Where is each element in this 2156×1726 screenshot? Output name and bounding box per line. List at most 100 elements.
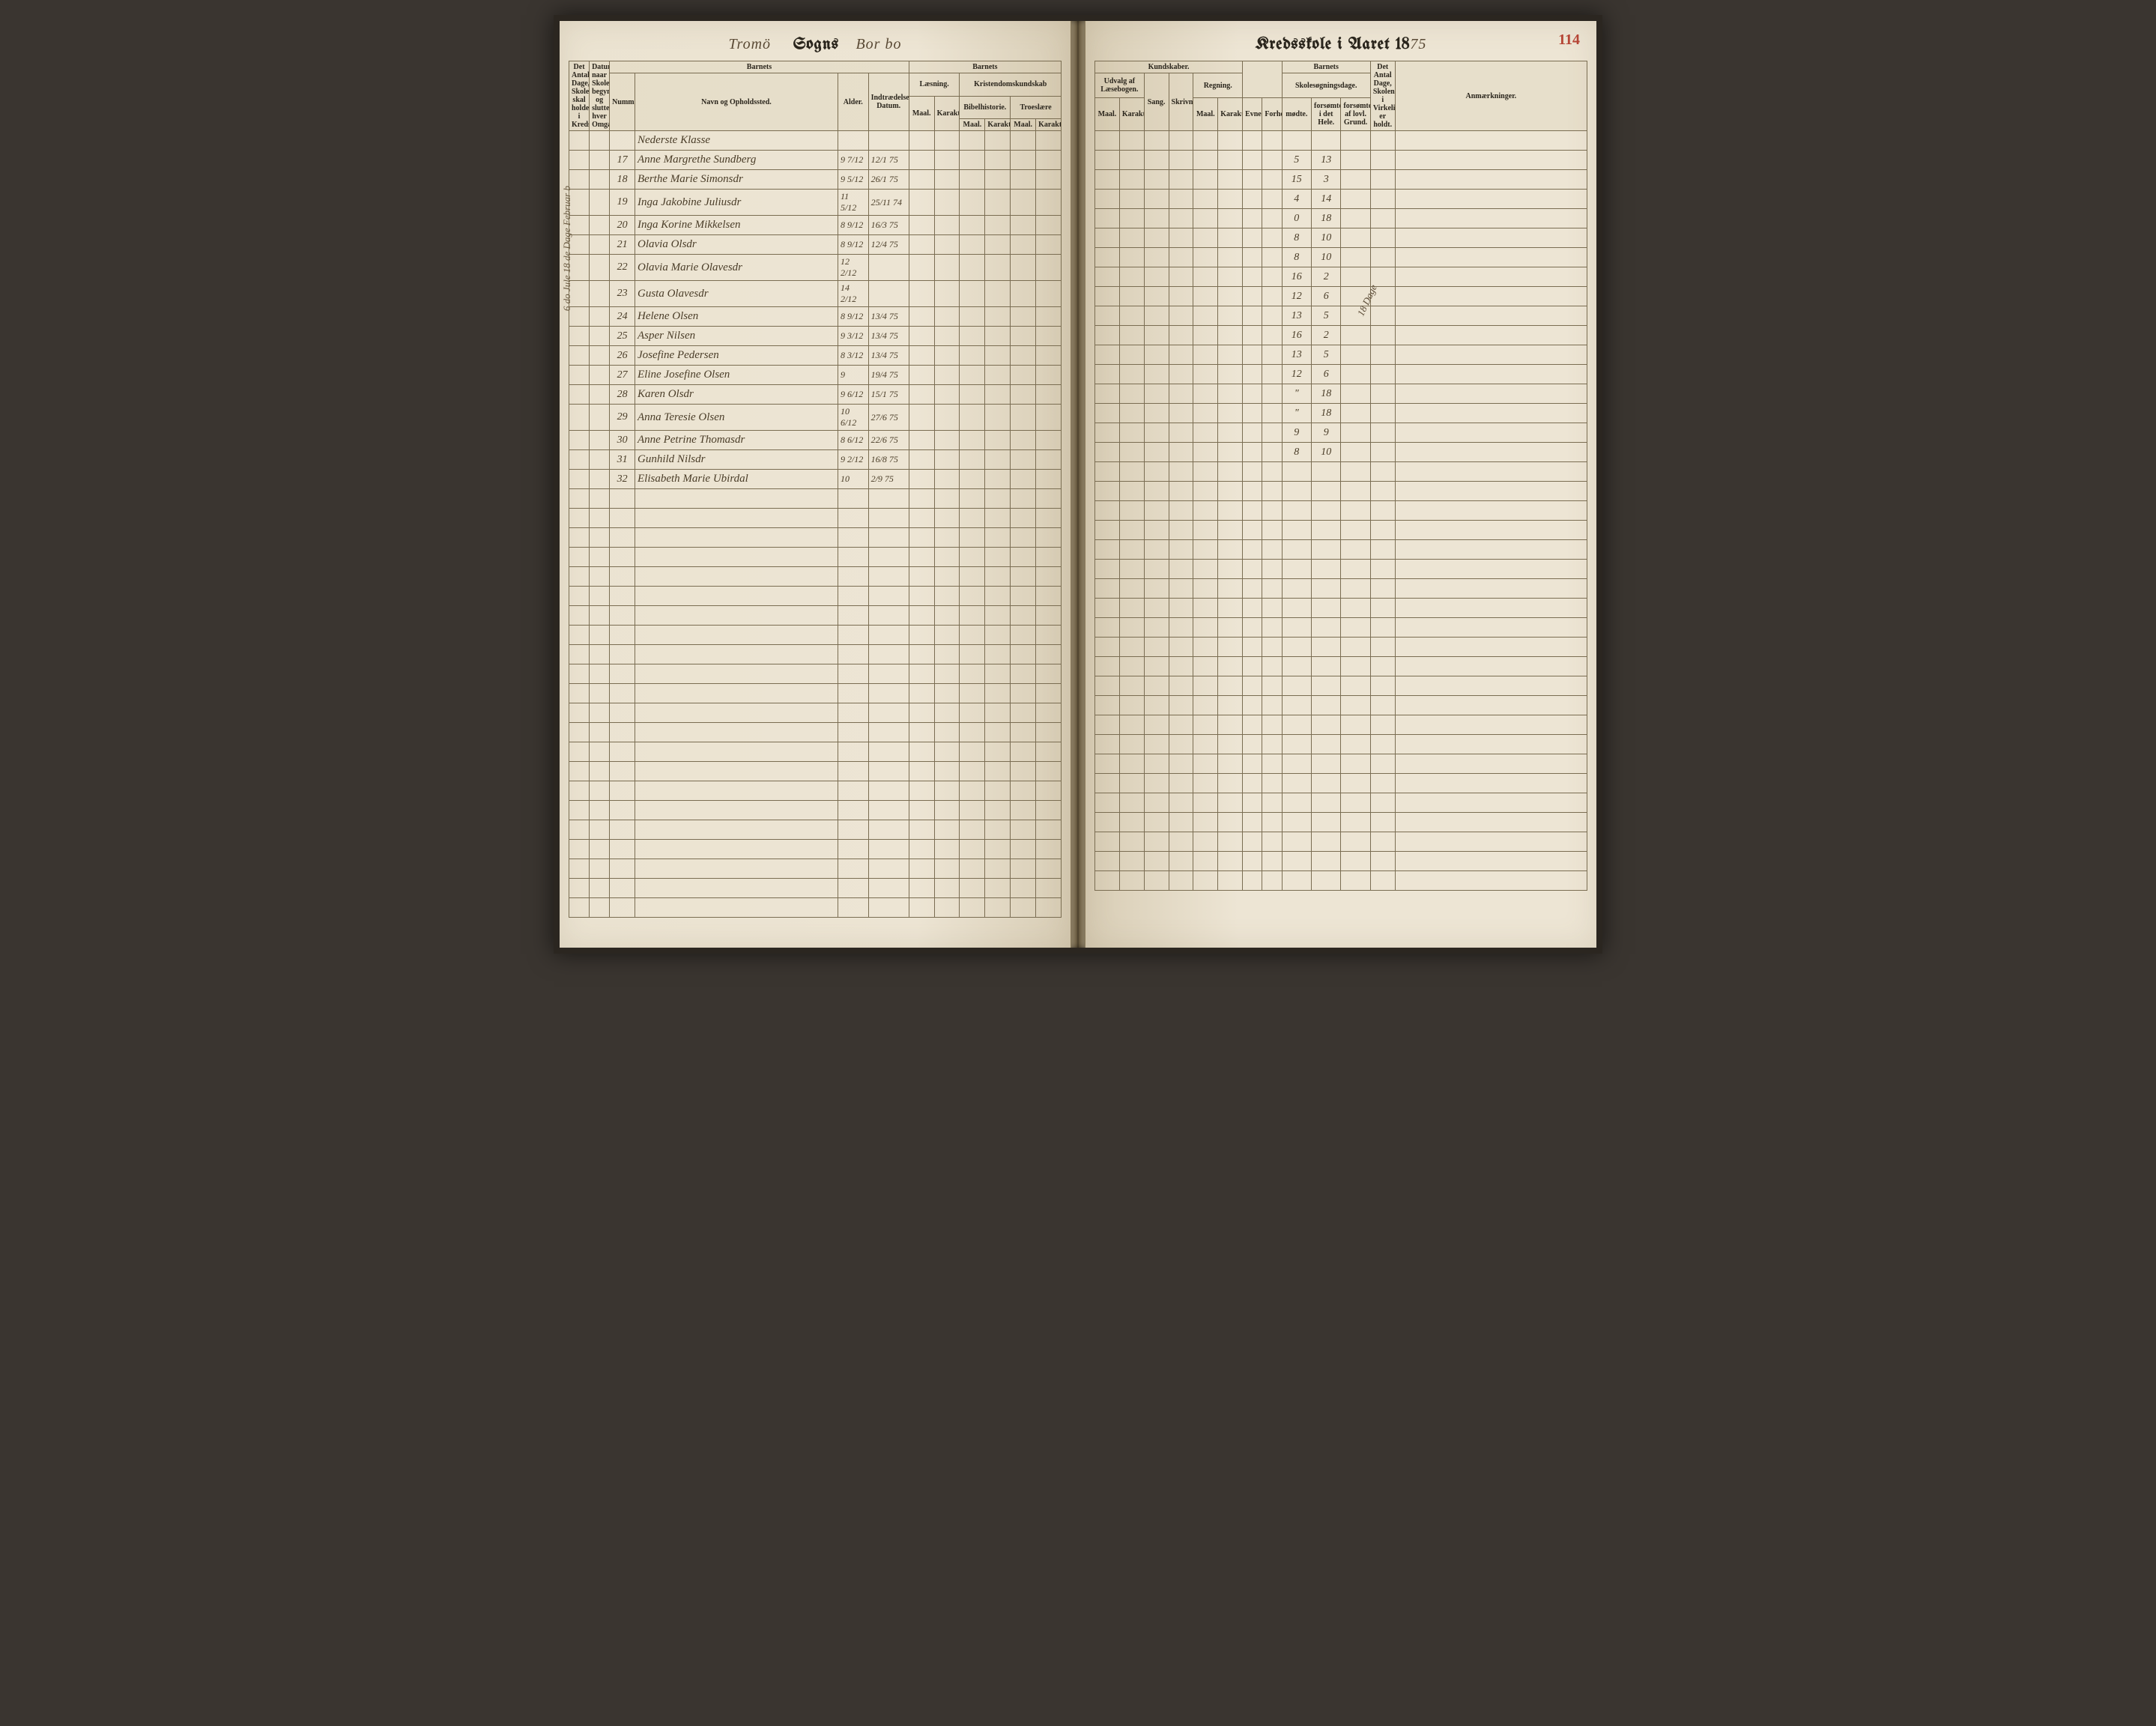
cell: [1036, 235, 1062, 255]
cell: [934, 548, 960, 567]
cell: [1095, 482, 1120, 501]
cell: [590, 898, 610, 918]
cell: [1262, 443, 1282, 462]
cell: [934, 587, 960, 606]
cell: [1144, 267, 1169, 287]
cell: [590, 742, 610, 762]
cell: [1169, 715, 1193, 735]
student-date: 15/1 75: [868, 385, 909, 405]
cell: [1282, 852, 1311, 871]
cell: [1341, 151, 1370, 170]
attendance-present: 15: [1282, 170, 1311, 190]
cell: [1262, 754, 1282, 774]
cell: [1370, 404, 1395, 423]
cell: [1395, 657, 1587, 676]
cell: [868, 509, 909, 528]
cell: [1144, 715, 1169, 735]
cell: [1169, 579, 1193, 599]
remarks: [1395, 248, 1587, 267]
book-spread: 6 do Jule 18 de Dage Februar b Tromö Sog…: [554, 15, 1602, 954]
student-name: Inga Korine Mikkelsen: [635, 216, 838, 235]
cell: [1144, 287, 1169, 306]
cell: [569, 898, 590, 918]
cell: [1036, 606, 1062, 626]
cell: [1011, 879, 1036, 898]
cell: [1262, 151, 1282, 170]
cell: [838, 742, 868, 762]
cell: [1193, 832, 1218, 852]
cell: [1144, 618, 1169, 638]
cell: [1218, 696, 1243, 715]
h-kar-r2: Karakter.: [1218, 98, 1243, 131]
cell: [1036, 528, 1062, 548]
cell: [1095, 793, 1120, 813]
table-row: 810: [1095, 443, 1587, 462]
cell: [1169, 345, 1193, 365]
cell: [1243, 190, 1262, 209]
cell: [960, 255, 985, 281]
cell: [1395, 754, 1587, 774]
cell: [1119, 540, 1144, 560]
cell: [1341, 657, 1370, 676]
cell: [838, 645, 868, 664]
cell: [934, 190, 960, 216]
cell: [1144, 326, 1169, 345]
cell: [569, 606, 590, 626]
cell: [934, 255, 960, 281]
cell: [1011, 626, 1036, 645]
cell: [610, 762, 635, 781]
table-row: 25Asper Nilsen9 3/1213/4 75: [569, 327, 1062, 346]
cell: [1144, 793, 1169, 813]
cell: [960, 684, 985, 703]
cell: [1119, 521, 1144, 540]
student-age: 11 5/12: [838, 190, 868, 216]
cell: [1243, 754, 1262, 774]
cell: [1011, 385, 1036, 405]
cell: [569, 151, 590, 170]
student-name: Berthe Marie Simonsdr: [635, 170, 838, 190]
cell: [610, 587, 635, 606]
cell: [569, 723, 590, 742]
cell: [1370, 735, 1395, 754]
cell: [1119, 715, 1144, 735]
cell: [569, 684, 590, 703]
cell: [1095, 852, 1120, 871]
attendance-present: ": [1282, 384, 1311, 404]
cell: [1282, 560, 1311, 579]
table-row: 24Helene Olsen8 9/1213/4 75: [569, 307, 1062, 327]
empty-row: [569, 781, 1062, 801]
student-name: Elisabeth Marie Ubirdal: [635, 470, 838, 489]
cell: [1262, 287, 1282, 306]
cell: [1218, 560, 1243, 579]
cell: [909, 405, 934, 431]
cell: [934, 840, 960, 859]
cell: [1243, 170, 1262, 190]
cell: [868, 567, 909, 587]
cell: [1243, 267, 1262, 287]
cell: [1282, 832, 1311, 852]
cell: [1243, 793, 1262, 813]
cell: [610, 820, 635, 840]
cell: [1193, 462, 1218, 482]
cell: [1218, 521, 1243, 540]
cell: [1011, 509, 1036, 528]
cell: [1395, 462, 1587, 482]
cell: [1193, 852, 1218, 871]
cell: [1095, 774, 1120, 793]
cell: [868, 840, 909, 859]
student-name: Olavia Olsdr: [635, 235, 838, 255]
cell: [1119, 560, 1144, 579]
cell: [1169, 384, 1193, 404]
cell: [1011, 528, 1036, 548]
cell: [1312, 638, 1341, 657]
table-row: 126: [1095, 365, 1587, 384]
attendance-absent: 14: [1312, 190, 1341, 209]
cell: [1144, 754, 1169, 774]
cell: [1395, 638, 1587, 657]
cell: [985, 151, 1011, 170]
cell: [1341, 423, 1370, 443]
cell: [960, 820, 985, 840]
cell: [1218, 501, 1243, 521]
cell: [1262, 365, 1282, 384]
table-row: 153: [1095, 170, 1587, 190]
